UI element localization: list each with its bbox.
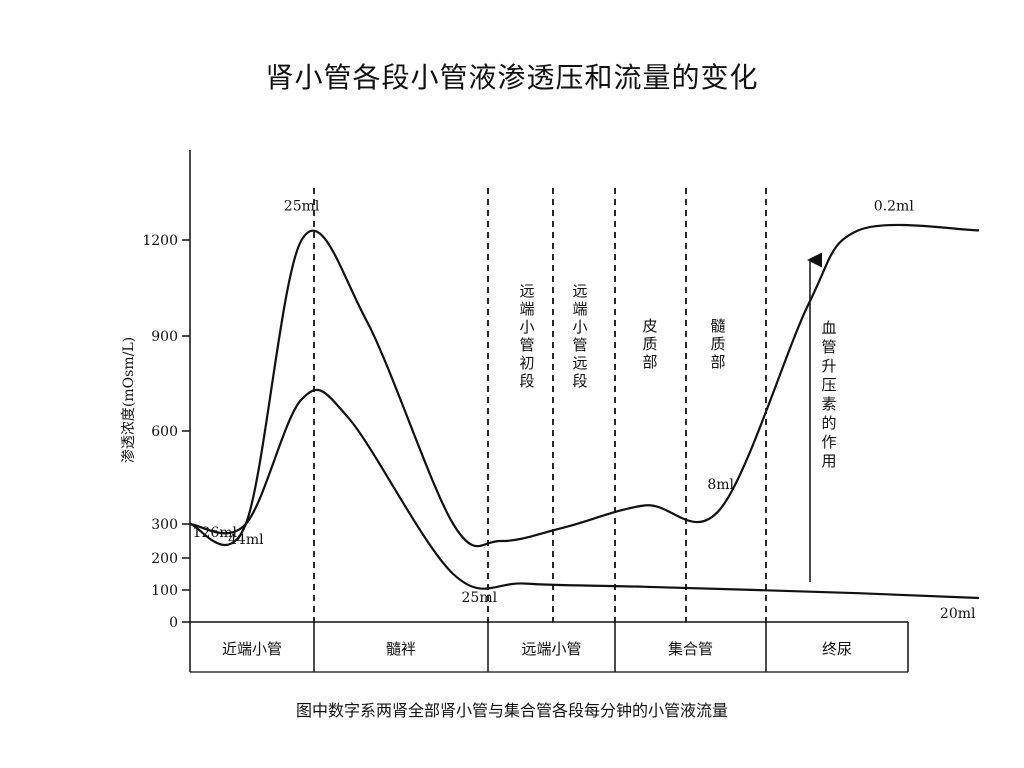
zone-label-char: 远 [572, 282, 587, 300]
segment-label: 远端小管 [521, 640, 581, 658]
zone-label-char: 部 [642, 353, 657, 371]
flow-label: 126ml [193, 525, 238, 541]
adh-label-char: 素 [821, 395, 836, 413]
y-tick-label: 100 [151, 583, 178, 599]
y-tick-label: 900 [151, 329, 178, 345]
zone-label-char: 髓 [710, 317, 725, 335]
adh-label-char: 升 [821, 357, 836, 375]
zone-label-char: 远 [572, 354, 587, 372]
y-tick-label: 300 [151, 517, 178, 533]
series-line-1 [189, 223, 980, 548]
segment-label: 终尿 [822, 640, 852, 658]
adh-label-char: 用 [821, 452, 836, 470]
flow-label: 44ml [228, 532, 264, 548]
adh-label-char: 压 [821, 376, 836, 394]
zone-label-char: 质 [642, 335, 657, 353]
flow-label: 25ml [462, 590, 498, 606]
flow-label: 25ml [284, 198, 320, 214]
y-axis-label: 渗透浓度(mOsm/L) [121, 337, 137, 463]
zone-label-char: 皮 [642, 317, 657, 335]
zone-label-char: 段 [572, 372, 587, 390]
segment-label: 髓袢 [386, 640, 416, 658]
zone-label-char: 初 [519, 354, 534, 372]
segment-label: 集合管 [668, 640, 713, 658]
adh-label-char: 血 [821, 319, 836, 337]
flow-label: 8ml [707, 477, 734, 493]
zone-label-char: 段 [519, 372, 534, 390]
zone-label-char: 管 [519, 336, 534, 354]
y-tick-label: 0 [169, 615, 178, 631]
adh-label-char: 作 [821, 433, 836, 451]
y-tick-label: 200 [151, 551, 178, 567]
zone-label-char: 端 [519, 300, 534, 318]
zone-label-char: 质 [710, 335, 725, 353]
flow-label: 0.2ml [874, 198, 915, 214]
page-title: 肾小管各段小管液渗透压和流量的变化 [265, 61, 759, 94]
caption: 图中数字系两肾全部肾小管与集合管各段每分钟的小管液流量 [295, 701, 728, 720]
zone-label-char: 小 [572, 318, 587, 336]
y-tick-label: 1200 [142, 233, 178, 249]
zone-label-char: 部 [710, 353, 725, 371]
series-line-2 [189, 388, 980, 600]
y-tick-label: 600 [151, 424, 178, 440]
zone-label-char: 端 [572, 300, 587, 318]
adh-label-char: 管 [821, 338, 836, 356]
zone-label-char: 远 [519, 282, 534, 300]
flow-label: 20ml [940, 606, 976, 622]
zone-label-char: 小 [519, 318, 534, 336]
adh-label-char: 的 [821, 414, 836, 432]
segment-label: 近端小管 [222, 640, 282, 658]
zone-label-char: 管 [572, 336, 587, 354]
